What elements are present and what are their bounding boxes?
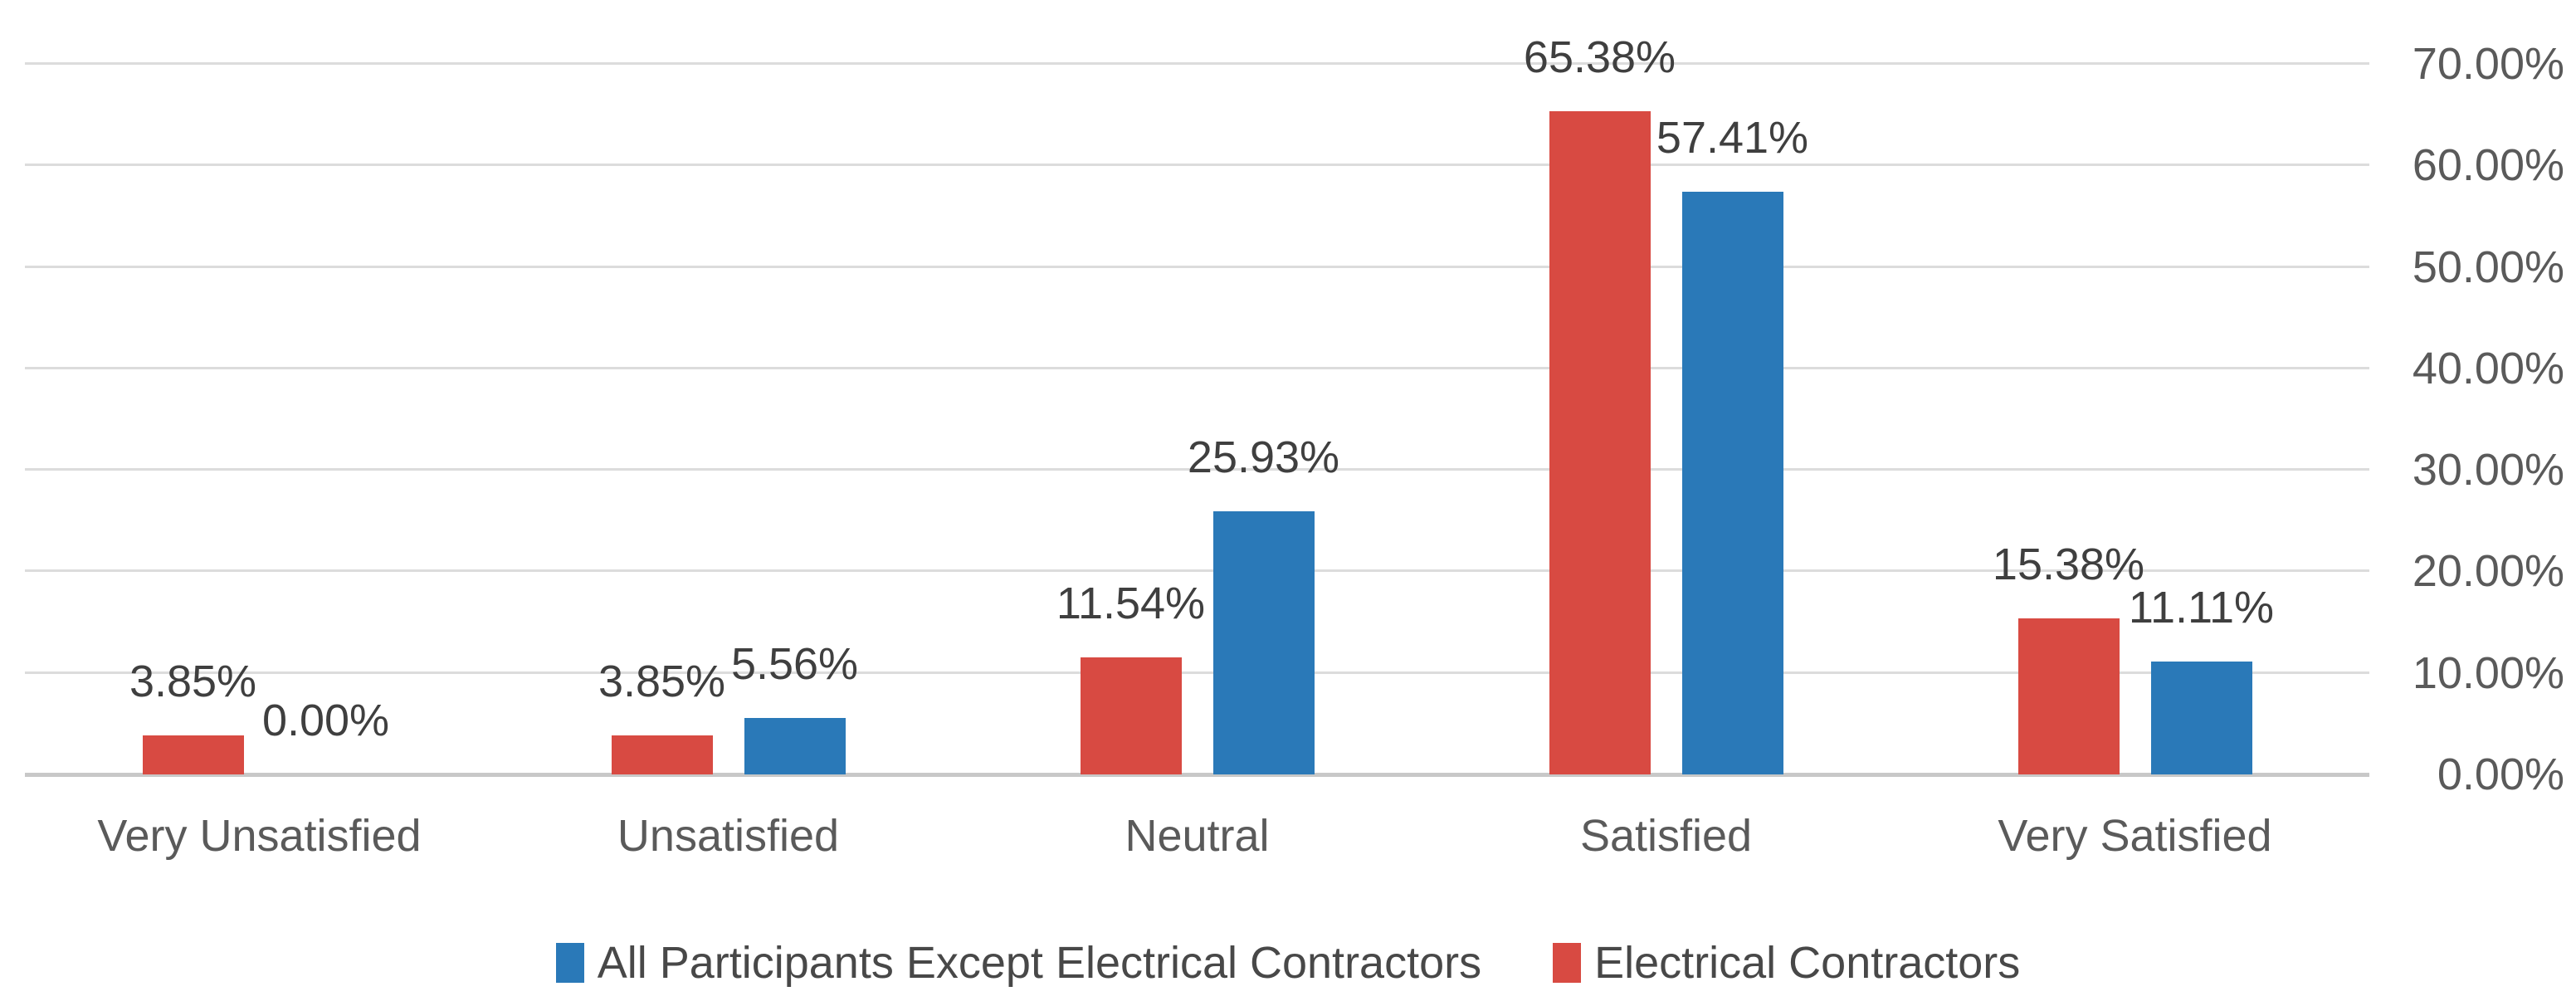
category-label-satisfied: Satisfied bbox=[1579, 811, 1753, 861]
bar-electrical-contractors-neutral bbox=[1080, 657, 1182, 774]
gridline bbox=[25, 164, 2369, 167]
category-label-unsatisfied: Unsatisfied bbox=[617, 811, 840, 861]
value-label-electrical-contractors-satisfied: 65.38% bbox=[1523, 32, 1676, 82]
legend-swatch-icon bbox=[555, 943, 584, 983]
gridline bbox=[25, 468, 2369, 471]
value-label-electrical-contractors-unsatisfied: 3.85% bbox=[598, 656, 726, 706]
gridline bbox=[25, 366, 2369, 369]
category-label-neutral: Neutral bbox=[1125, 811, 1270, 861]
bar-electrical-contractors-satisfied bbox=[1549, 110, 1651, 774]
value-label-electrical-contractors-very-unsatisfied: 3.85% bbox=[129, 656, 257, 706]
gridline bbox=[25, 265, 2369, 268]
legend-item-electrical-contractors: Electrical Contractors bbox=[1553, 940, 2020, 985]
gridline bbox=[25, 62, 2369, 65]
gridline bbox=[25, 569, 2369, 573]
y-tick-label: 70.00% bbox=[2412, 39, 2564, 89]
axis-baseline bbox=[25, 773, 2369, 777]
value-label-all-participants-except-electrical-contractors-very-satisfied: 11.11% bbox=[2128, 583, 2275, 633]
y-tick-label: 20.00% bbox=[2412, 546, 2564, 597]
legend-label: All Participants Except Electrical Contr… bbox=[597, 938, 1482, 988]
y-tick-label: 10.00% bbox=[2412, 647, 2564, 698]
bar-all-participants-except-electrical-contractors-neutral bbox=[1212, 510, 1315, 774]
y-tick-label: 0.00% bbox=[2437, 750, 2564, 799]
category-label-very-satisfied: Very Satisfied bbox=[1998, 811, 2272, 861]
legend: All Participants Except Electrical Contr… bbox=[0, 936, 2576, 989]
value-label-electrical-contractors-neutral: 11.54% bbox=[1056, 578, 1206, 628]
y-tick-label: 60.00% bbox=[2412, 140, 2564, 191]
legend-swatch-icon bbox=[1553, 943, 1582, 983]
value-label-electrical-contractors-very-satisfied: 15.38% bbox=[1992, 539, 2145, 589]
category-label-very-unsatisfied: Very Unsatisfied bbox=[97, 811, 422, 861]
bar-all-participants-except-electrical-contractors-satisfied bbox=[1681, 191, 1783, 774]
value-label-all-participants-except-electrical-contractors-very-unsatisfied: 0.00% bbox=[261, 696, 390, 745]
legend-label: Electrical Contractors bbox=[1594, 938, 2021, 988]
y-tick-label: 30.00% bbox=[2412, 445, 2564, 496]
value-label-all-participants-except-electrical-contractors-satisfied: 57.41% bbox=[1656, 112, 1809, 163]
bar-electrical-contractors-very-satisfied bbox=[2017, 618, 2120, 774]
y-tick-label: 50.00% bbox=[2412, 242, 2564, 292]
value-label-all-participants-except-electrical-contractors-unsatisfied: 5.56% bbox=[730, 639, 859, 690]
bar-electrical-contractors-very-unsatisfied bbox=[142, 735, 244, 774]
bar-all-participants-except-electrical-contractors-very-satisfied bbox=[2150, 662, 2252, 774]
bar-electrical-contractors-unsatisfied bbox=[611, 735, 713, 774]
value-label-all-participants-except-electrical-contractors-neutral: 25.93% bbox=[1187, 432, 1340, 482]
y-tick-label: 40.00% bbox=[2412, 343, 2564, 393]
legend-item-all-participants-except-electrical-contractors: All Participants Except Electrical Contr… bbox=[555, 938, 1482, 988]
bar-all-participants-except-electrical-contractors-unsatisfied bbox=[744, 718, 846, 774]
gridline bbox=[25, 671, 2369, 674]
